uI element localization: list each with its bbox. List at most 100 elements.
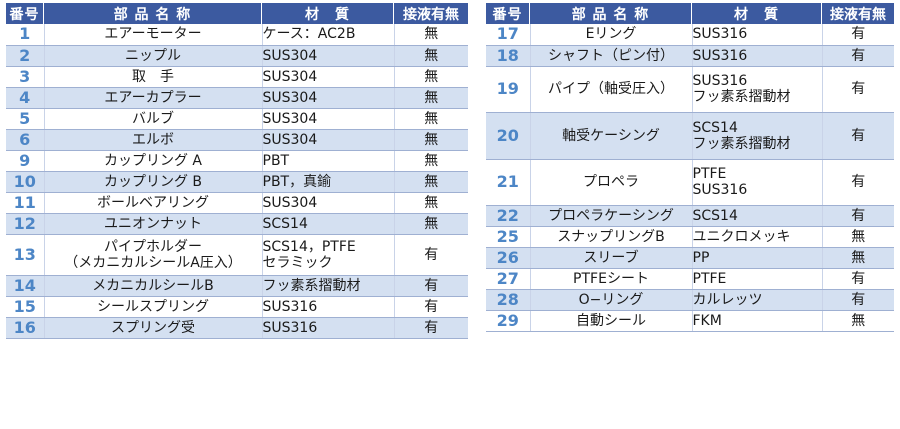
part-name: エルボ — [44, 129, 263, 151]
part-material: PTFE — [692, 268, 823, 290]
table-row: 5 バルブ SUS304 無 — [6, 108, 468, 130]
part-material: ユニクロメッキ — [692, 226, 823, 248]
part-number: 14 — [6, 275, 45, 297]
part-name: メカニカルシールB — [44, 275, 263, 297]
wetted-flag: 有 — [394, 296, 468, 318]
header-material: 材 質 — [262, 3, 394, 24]
part-material: SUS304 — [262, 192, 395, 214]
part-number: 5 — [6, 108, 45, 130]
wetted-flag: 無 — [822, 226, 894, 248]
part-name: シールスプリング — [44, 296, 263, 318]
part-number: 10 — [6, 171, 45, 193]
table-row: 2 ニップル SUS304 無 — [6, 45, 468, 67]
wetted-flag: 無 — [394, 24, 468, 46]
part-material: SUS304 — [262, 108, 395, 130]
part-material: SCS14 — [692, 205, 823, 227]
table-row: 9 カップリング A PBT 無 — [6, 150, 468, 172]
table-row: 20 軸受ケーシング SCS14 フッ素系摺動材有 — [486, 112, 894, 160]
wetted-flag: 無 — [394, 45, 468, 67]
table-row: 22 プロペラケーシング SCS14 有 — [486, 205, 894, 227]
part-material: SCS14，PTFE セラミック — [262, 234, 395, 276]
table-row: 21 プロペラ PTFE SUS316 有 — [486, 159, 894, 206]
table-row: 4 エアーカプラー SUS304 無 — [6, 87, 468, 109]
part-material: SUS304 — [262, 45, 395, 67]
wetted-flag: 有 — [822, 289, 894, 311]
part-number: 2 — [6, 45, 45, 67]
wetted-flag: 無 — [822, 310, 894, 332]
wetted-flag: 有 — [822, 112, 894, 160]
wetted-flag: 無 — [394, 192, 468, 214]
part-number: 17 — [486, 24, 531, 46]
parts-table-left: 1 エアーモーター ケース：AC2B 無 2 ニップル SUS304 無 3 取 手 SUS304 無… — [6, 24, 468, 339]
parts-table-right: 17 Eリング SUS316 有 18 シャフト（ピン付） SUS316 有 19 パイプ（軸受圧… — [486, 24, 894, 332]
wetted-flag: 無 — [394, 150, 468, 172]
part-material: SUS316 — [692, 45, 823, 67]
part-number: 22 — [486, 205, 531, 227]
header-no: 番号 — [6, 3, 44, 24]
part-name: カップリング B — [44, 171, 263, 193]
wetted-flag: 無 — [394, 108, 468, 130]
part-material: PBT — [262, 150, 395, 172]
table-row: 29 自動シール FKM 無 — [486, 310, 894, 332]
right-table-header: 番号 部 品 名 称 材 質 接液有無 — [486, 3, 894, 24]
part-number: 1 — [6, 24, 45, 46]
part-number: 27 — [486, 268, 531, 290]
part-number: 20 — [486, 112, 531, 160]
table-row: 16 スプリング受 SUS316 有 — [6, 317, 468, 339]
header-wetted: 接液有無 — [822, 3, 894, 24]
wetted-flag: 有 — [394, 275, 468, 297]
part-material: PTFE SUS316 — [692, 159, 823, 206]
table-row: 15 シールスプリング SUS316 有 — [6, 296, 468, 318]
part-material: カルレッツ — [692, 289, 823, 311]
table-row: 25 スナップリングB ユニクロメッキ無 — [486, 226, 894, 248]
wetted-flag: 有 — [822, 159, 894, 206]
part-number: 16 — [6, 317, 45, 339]
part-number: 19 — [486, 66, 531, 113]
table-row: 19 パイプ（軸受圧入） SUS316 フッ素系摺動材有 — [486, 66, 894, 113]
part-number: 6 — [6, 129, 45, 151]
part-name: プロペラ — [530, 159, 693, 206]
part-material: SUS316 — [262, 317, 395, 339]
part-number: 4 — [6, 87, 45, 109]
part-material: SUS316 — [262, 296, 395, 318]
part-material: SCS14 フッ素系摺動材 — [692, 112, 823, 160]
part-name: スプリング受 — [44, 317, 263, 339]
part-name: スリーブ — [530, 247, 693, 269]
header-no: 番号 — [486, 3, 530, 24]
table-row: 28 O−リング カルレッツ有 — [486, 289, 894, 311]
wetted-flag: 有 — [822, 24, 894, 46]
part-material: PBT，真鍮 — [262, 171, 395, 193]
wetted-flag: 無 — [394, 171, 468, 193]
table-row: 11 ボールベアリング SUS304 無 — [6, 192, 468, 214]
part-material: ケース：AC2B — [262, 24, 395, 46]
part-material: SUS304 — [262, 129, 395, 151]
part-number: 29 — [486, 310, 531, 332]
wetted-flag: 無 — [394, 87, 468, 109]
part-number: 15 — [6, 296, 45, 318]
part-number: 9 — [6, 150, 45, 172]
wetted-flag: 有 — [822, 205, 894, 227]
part-material: SUS316 — [692, 24, 823, 46]
part-number: 21 — [486, 159, 531, 206]
wetted-flag: 有 — [394, 234, 468, 276]
table-row: 27 PTFEシート PTFE 有 — [486, 268, 894, 290]
part-name: パイプホルダー （メカニカルシールA圧入） — [44, 234, 263, 276]
part-name: ユニオンナット — [44, 213, 263, 235]
part-material: SUS304 — [262, 87, 395, 109]
header-material: 材 質 — [692, 3, 822, 24]
header-name: 部 品 名 称 — [530, 3, 692, 24]
part-number: 26 — [486, 247, 531, 269]
part-name: 軸受ケーシング — [530, 112, 693, 160]
table-row: 18 シャフト（ピン付） SUS316 有 — [486, 45, 894, 67]
part-name: ニップル — [44, 45, 263, 67]
table-row: 14 メカニカルシールB フッ素系摺動材有 — [6, 275, 468, 297]
part-material: FKM — [692, 310, 823, 332]
part-name: PTFEシート — [530, 268, 693, 290]
wetted-flag: 無 — [394, 213, 468, 235]
part-number: 25 — [486, 226, 531, 248]
part-name: ボールベアリング — [44, 192, 263, 214]
part-number: 3 — [6, 66, 45, 88]
part-name: 自動シール — [530, 310, 693, 332]
part-name: エアーカプラー — [44, 87, 263, 109]
